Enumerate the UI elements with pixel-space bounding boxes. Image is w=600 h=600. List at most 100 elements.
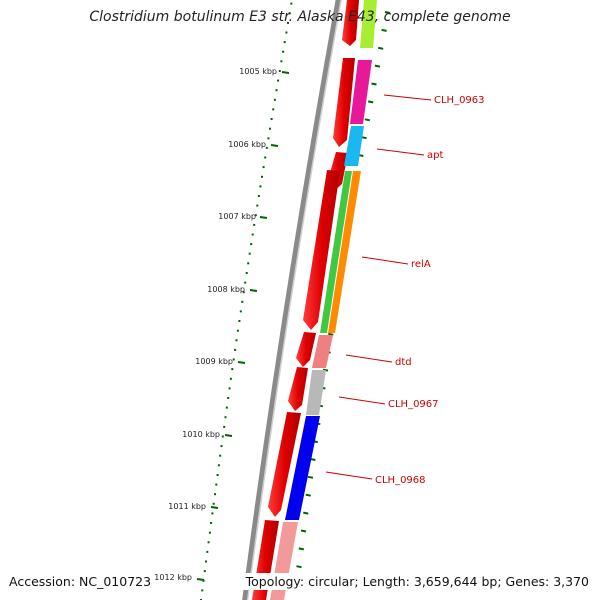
track-dot xyxy=(223,425,226,428)
track-dot xyxy=(214,493,216,496)
track-dot xyxy=(216,474,219,476)
track-dot xyxy=(250,243,253,246)
forward-strand xyxy=(252,0,359,600)
map-title: Clostridium botulinum E3 str. Alaska E43… xyxy=(89,9,511,25)
track-dot xyxy=(283,41,286,44)
gene-box xyxy=(312,335,333,368)
track-dot xyxy=(225,406,228,409)
track-dot xyxy=(273,98,276,101)
track-dot xyxy=(231,368,234,371)
track-dot xyxy=(232,358,235,361)
track-dot xyxy=(228,387,231,390)
minor-tick xyxy=(328,332,334,336)
track-dot xyxy=(265,146,268,149)
forward-gene xyxy=(303,170,340,330)
tick-label: 1007 kbp xyxy=(218,212,256,221)
track-dot xyxy=(287,21,289,24)
track-dot xyxy=(236,329,239,332)
track-dot xyxy=(290,2,293,5)
track-dot xyxy=(275,89,278,92)
genome-backbone-shadow xyxy=(246,0,342,600)
gene-box xyxy=(285,416,320,520)
minor-tick xyxy=(307,475,314,479)
track-dot xyxy=(256,204,259,207)
track-dot xyxy=(242,291,245,294)
forward-gene xyxy=(288,367,308,411)
tick-label: 1006 kbp xyxy=(228,140,266,149)
minor-tick xyxy=(303,511,309,515)
track-dot xyxy=(203,570,206,573)
track-dot xyxy=(244,281,247,284)
track-dot xyxy=(264,156,267,159)
track-dot xyxy=(239,310,242,313)
tick-label: 1009 kbp xyxy=(195,357,233,366)
tick-label: 1008 kbp xyxy=(207,285,245,294)
minor-tick xyxy=(361,136,367,140)
track-dot xyxy=(253,223,256,226)
track-dot xyxy=(278,70,281,72)
track-dot xyxy=(219,454,222,457)
tick-labels: 1005 kbp 1006 kbp 1007 kbp 1008 kbp 1009… xyxy=(154,67,277,582)
track-dot xyxy=(229,377,232,380)
gene-box xyxy=(320,171,352,333)
leader-line xyxy=(376,148,425,156)
gene-box xyxy=(350,60,372,124)
forward-gene xyxy=(296,332,316,367)
tick-label: 1011 kbp xyxy=(168,502,206,511)
gene-labels: CLH_0963 apt relA dtd CLH_0967 CLH_0968 xyxy=(375,95,485,486)
gene-box xyxy=(306,370,326,415)
track-dot xyxy=(208,531,211,534)
forward-gene xyxy=(268,412,301,517)
leader-line xyxy=(345,354,393,363)
leader-line xyxy=(361,256,409,265)
minor-tick xyxy=(364,118,370,122)
minor-tick xyxy=(305,493,311,497)
track-dot xyxy=(215,483,218,486)
minor-tick xyxy=(378,46,384,50)
minor-tick xyxy=(296,565,302,569)
track-dot xyxy=(285,31,288,34)
minor-tick xyxy=(368,100,374,104)
major-tick xyxy=(210,506,219,509)
major-tick xyxy=(224,434,233,437)
major-tick xyxy=(249,289,258,292)
accession-text: Accession: NC_010723 xyxy=(6,573,155,590)
gene-box xyxy=(360,0,377,48)
track-dot xyxy=(280,60,283,63)
gene-label: CLH_0968 xyxy=(375,475,426,486)
track-dot xyxy=(221,435,224,438)
leader-line xyxy=(338,396,386,405)
tick-label: 1005 kbp xyxy=(239,67,277,76)
track-dot xyxy=(277,79,280,82)
track-dot xyxy=(257,195,260,197)
track-dot xyxy=(282,50,285,53)
track-dot xyxy=(220,445,223,448)
gene-label: dtd xyxy=(395,357,412,368)
track-dot xyxy=(210,522,213,524)
track-dot xyxy=(251,233,254,236)
track-dot xyxy=(270,118,273,120)
gene-leader-lines xyxy=(325,94,432,480)
track-dot xyxy=(235,339,238,342)
minor-tick xyxy=(300,529,307,533)
track-dot xyxy=(212,502,215,505)
track-dot xyxy=(207,541,210,544)
minor-tick xyxy=(298,547,304,551)
track-dot xyxy=(262,166,265,169)
reverse-strand xyxy=(270,0,377,600)
forward-gene xyxy=(342,0,359,46)
track-dot xyxy=(241,300,244,303)
track-dot xyxy=(261,175,263,178)
forward-gene xyxy=(333,58,355,147)
major-tick xyxy=(196,578,205,581)
gene-box xyxy=(328,171,361,333)
track-dot xyxy=(206,550,209,553)
gene-label: relA xyxy=(411,259,431,270)
dotted-track xyxy=(200,2,293,600)
track-dot xyxy=(224,416,227,419)
track-dot xyxy=(288,12,291,15)
track-dot xyxy=(238,320,241,322)
track-dot xyxy=(272,108,275,111)
